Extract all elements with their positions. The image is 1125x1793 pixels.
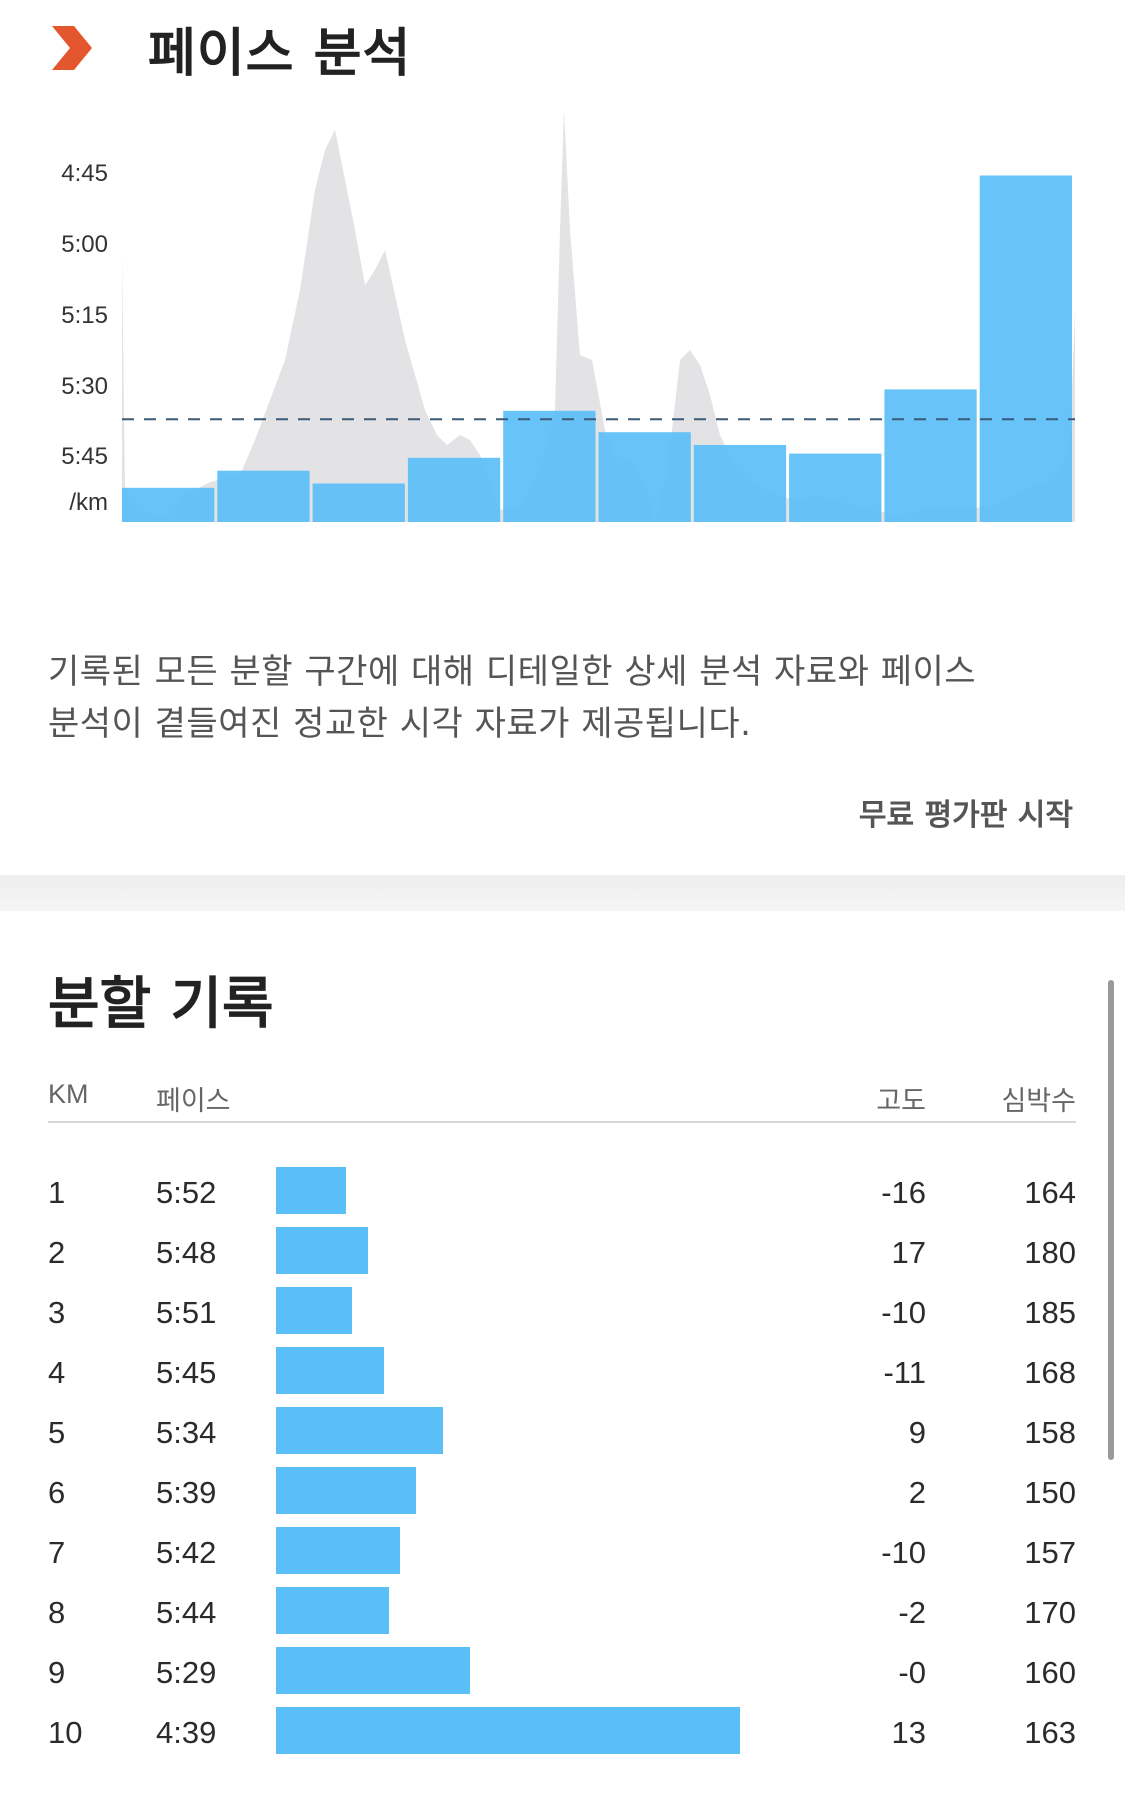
split-km: 10 [48,1715,83,1750]
split-pace-bar [276,1707,740,1754]
split-heart-rate: 170 [1024,1595,1076,1630]
pace-analysis-description: 기록된 모든 분할 구간에 대해 디테일한 상세 분석 자료와 페이스 분석이 … [48,646,1048,750]
pace-bar-km-6[interactable] [598,432,691,522]
split-pace-bar [276,1467,417,1514]
pace-bar-km-8[interactable] [789,453,882,522]
split-elevation: 13 [891,1715,926,1750]
split-km: 9 [48,1655,66,1690]
split-pace: 5:44 [156,1595,217,1630]
split-km: 6 [48,1475,66,1510]
split-heart-rate: 157 [1024,1535,1076,1570]
pace-background-area [122,110,1075,522]
pace-bar-km-3[interactable] [312,483,405,523]
y-tick-label: 5:00 [61,231,108,258]
pace-bar-km-5[interactable] [503,410,596,522]
pace-bar-km-1[interactable] [122,487,215,522]
table-row[interactable]: 8 5:44 -2 170 [48,1585,1076,1645]
split-heart-rate: 168 [1024,1355,1076,1390]
scrollbar[interactable] [1108,980,1114,1460]
split-elevation: -11 [883,1355,926,1390]
split-elevation: -10 [881,1535,926,1570]
splits-table-body: 1 5:52 -16 164 2 5:48 17 180 3 5:51 -10 185 4 5:45 -11… [48,1165,1076,1765]
table-row[interactable]: 4 5:45 -11 168 [48,1345,1076,1405]
y-axis-unit: /km [69,489,108,516]
split-heart-rate: 158 [1024,1415,1076,1450]
split-heart-rate: 163 [1024,1715,1076,1750]
table-row[interactable]: 1 5:52 -16 164 [48,1165,1076,1225]
splits-title: 분할 기록 [48,972,274,1037]
free-trial-link[interactable]: 무료 평가판 시작 [858,798,1073,833]
y-tick-label: 4:45 [61,160,108,187]
split-pace: 5:34 [156,1415,217,1450]
split-km: 2 [48,1235,66,1270]
split-km: 1 [48,1175,66,1210]
split-heart-rate: 180 [1024,1235,1076,1270]
split-pace: 5:45 [156,1355,217,1390]
pace-bar-km-9[interactable] [884,389,977,522]
split-pace: 4:39 [156,1715,217,1750]
split-km: 3 [48,1295,66,1330]
splits-section: 분할 기록 KM 페이스 고도 심박수 1 5:52 -16 164 2 5:48 17 18… [0,911,1125,1793]
split-pace: 5:48 [156,1235,217,1270]
y-tick-label: 5:30 [61,373,108,400]
split-heart-rate: 164 [1024,1175,1076,1210]
splits-table-header: KM 페이스 고도 심박수 [48,1071,1076,1123]
pace-bar-km-4[interactable] [407,457,501,522]
pace-bar-km-2[interactable] [217,470,310,522]
split-elevation: -2 [898,1595,926,1630]
split-pace: 5:42 [156,1535,217,1570]
split-pace-bar [276,1347,384,1394]
split-elevation: -0 [898,1655,926,1690]
split-pace: 5:29 [156,1655,217,1690]
column-header-elevation: 고도 [876,1086,926,1116]
split-elevation: 9 [908,1415,926,1450]
pace-bars [122,175,1072,523]
split-heart-rate: 160 [1024,1655,1076,1690]
pace-bar-km-7[interactable] [693,445,787,522]
split-elevation: 17 [891,1235,926,1270]
split-pace-bar [276,1167,347,1214]
split-heart-rate: 150 [1024,1475,1076,1510]
chevron-right-icon [52,26,92,70]
y-tick-label: 5:15 [61,302,108,329]
split-pace-bar [276,1527,400,1574]
split-km: 4 [48,1355,66,1390]
table-row[interactable]: 7 5:42 -10 157 [48,1525,1076,1585]
column-header-pace: 페이스 [156,1086,231,1116]
split-pace-bar [276,1647,470,1694]
split-pace: 5:52 [156,1175,217,1210]
split-km: 7 [48,1535,66,1570]
table-row[interactable]: 10 4:39 13 163 [48,1705,1076,1765]
description-line: 분석이 곁들여진 정교한 시각 자료가 제공됩니다. [48,704,752,744]
table-row[interactable]: 3 5:51 -10 185 [48,1285,1076,1345]
pace-chart: 4:45 5:00 5:15 5:30 5:45 /km [61,110,1075,523]
pace-bar-km-10[interactable] [979,175,1072,523]
section-divider [0,875,1125,911]
pace-analysis-section: 페이스 분석 4:45 5:00 5:15 5:30 5:45 /km 기록된 … [0,0,1125,875]
split-elevation: 2 [908,1475,926,1510]
split-pace-bar [276,1407,444,1454]
split-elevation: -16 [881,1175,926,1210]
column-header-heart-rate: 심박수 [1001,1086,1076,1116]
split-pace: 5:39 [156,1475,217,1510]
table-row[interactable]: 2 5:48 17 180 [48,1225,1076,1285]
split-km: 5 [48,1415,66,1450]
pace-analysis-header: 페이스 분석 [52,8,411,88]
table-row[interactable]: 9 5:29 -0 160 [48,1645,1076,1705]
split-heart-rate: 185 [1024,1295,1076,1330]
split-pace-bar [276,1287,352,1334]
y-tick-label: 5:45 [61,443,108,470]
pace-analysis-title: 페이스 분석 [148,23,412,84]
table-row[interactable]: 6 5:39 2 150 [48,1465,1076,1525]
split-elevation: -10 [881,1295,926,1330]
column-header-km: KM [48,1079,89,1109]
description-line: 기록된 모든 분할 구간에 대해 디테일한 상세 분석 자료와 페이스 [48,652,977,692]
split-pace: 5:51 [156,1295,217,1330]
split-pace-bar [276,1587,390,1634]
table-row[interactable]: 5 5:34 9 158 [48,1405,1076,1465]
split-km: 8 [48,1595,66,1630]
split-pace-bar [276,1227,368,1274]
